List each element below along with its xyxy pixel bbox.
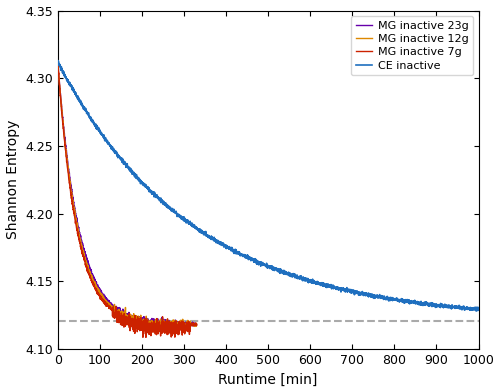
MG inactive 12g <box>115 310 121 315</box>
MG inactive 12g <box>102 297 107 301</box>
CE inactive <box>476 307 482 312</box>
CE inactive <box>422 302 428 307</box>
MG inactive 7g <box>115 315 121 320</box>
MG inactive 12g <box>130 311 136 316</box>
MG inactive 12g <box>78 242 84 247</box>
MG inactive 7g <box>143 335 149 340</box>
MG inactive 12g <box>74 220 80 224</box>
Legend: MG inactive 23g, MG inactive 12g, MG inactive 7g, CE inactive: MG inactive 23g, MG inactive 12g, MG ina… <box>351 16 473 75</box>
MG inactive 7g <box>55 61 61 66</box>
Y-axis label: Shannon Entropy: Shannon Entropy <box>6 120 20 240</box>
CE inactive <box>103 138 109 143</box>
MG inactive 7g <box>102 301 107 305</box>
MG inactive 23g <box>78 238 84 242</box>
CE inactive <box>234 250 240 255</box>
MG inactive 23g <box>74 214 80 219</box>
MG inactive 23g <box>55 61 61 65</box>
MG inactive 12g <box>165 330 171 334</box>
X-axis label: Runtime [min]: Runtime [min] <box>218 372 318 387</box>
MG inactive 7g <box>130 320 136 325</box>
MG inactive 12g <box>128 321 134 326</box>
MG inactive 23g <box>102 294 107 299</box>
CE inactive <box>216 240 222 245</box>
Line: MG inactive 12g: MG inactive 12g <box>58 65 196 332</box>
Line: MG inactive 7g: MG inactive 7g <box>58 64 196 338</box>
MG inactive 23g <box>130 318 136 323</box>
MG inactive 12g <box>55 63 61 67</box>
MG inactive 12g <box>194 322 200 327</box>
MG inactive 23g <box>128 312 134 317</box>
MG inactive 7g <box>78 247 84 252</box>
CE inactive <box>473 309 479 314</box>
Line: MG inactive 23g: MG inactive 23g <box>58 63 196 330</box>
Line: CE inactive: CE inactive <box>58 61 478 311</box>
MG inactive 7g <box>128 324 134 328</box>
CE inactive <box>128 168 134 173</box>
MG inactive 23g <box>178 327 184 332</box>
MG inactive 7g <box>74 225 80 230</box>
MG inactive 7g <box>194 323 200 328</box>
MG inactive 23g <box>115 305 121 310</box>
CE inactive <box>467 306 473 311</box>
MG inactive 23g <box>194 322 200 327</box>
CE inactive <box>55 58 61 63</box>
